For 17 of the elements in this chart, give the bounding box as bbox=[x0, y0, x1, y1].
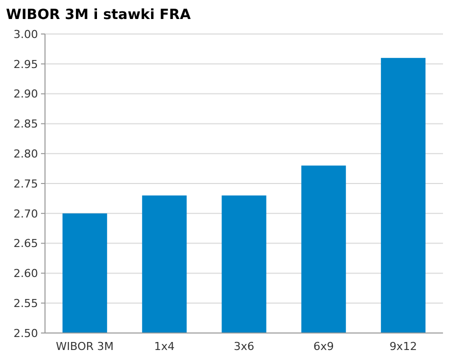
x-tick-label: 1x4 bbox=[154, 340, 175, 353]
chart-title: WIBOR 3M i stawki FRA bbox=[6, 7, 191, 23]
y-tick-label: 3.00 bbox=[14, 28, 38, 41]
y-tick-label: 2.55 bbox=[14, 296, 38, 310]
y-tick-label: 2.75 bbox=[14, 177, 38, 190]
y-tick-label: 2.70 bbox=[14, 207, 38, 220]
y-tick-label: 2.95 bbox=[14, 58, 38, 71]
x-tick-label: WIBOR 3M bbox=[56, 340, 114, 353]
x-tick-label: 9x12 bbox=[389, 340, 417, 353]
y-tick-label: 2.60 bbox=[14, 267, 38, 280]
x-tick-label: 3x6 bbox=[234, 340, 254, 353]
y-tick-label: 2.90 bbox=[14, 88, 38, 101]
y-tick-label: 2.80 bbox=[14, 147, 38, 160]
y-tick-label: 2.65 bbox=[14, 237, 38, 250]
y-tick-label: 2.85 bbox=[14, 118, 38, 131]
x-tick-label: 6x9 bbox=[313, 340, 334, 353]
y-tick-label: 2.50 bbox=[14, 326, 38, 340]
